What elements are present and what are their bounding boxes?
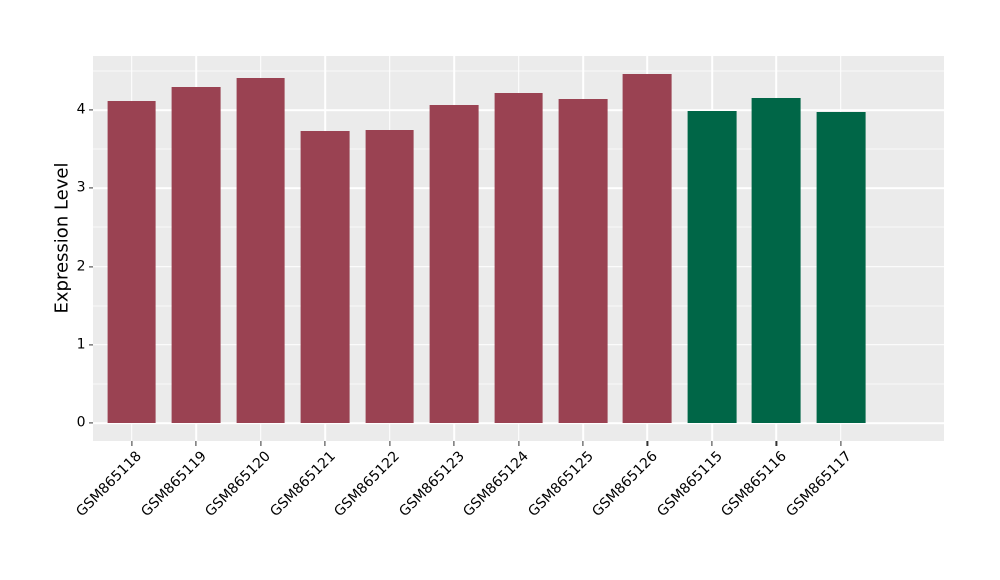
y-tick-mark — [88, 422, 93, 424]
y-tick-mark — [88, 344, 93, 346]
plot-panel — [93, 56, 944, 441]
x-tick-label-text: GSM865115 — [653, 448, 726, 520]
x-tick-label-text: GSM865120 — [202, 448, 275, 520]
y-tick-mark — [88, 187, 93, 189]
bar-GSM865126 — [623, 74, 672, 423]
x-tick-mark — [517, 441, 520, 446]
x-tick-label-text: GSM865123 — [396, 448, 468, 520]
y-tick-label: 0 — [76, 414, 86, 431]
bar-GSM865123 — [429, 105, 479, 423]
bar-GSM865125 — [558, 99, 608, 423]
x-tick-label-text: GSM865119 — [138, 448, 210, 520]
x-tick-label-text: GSM865124 — [460, 448, 533, 520]
x-tick-label-text: GSM865116 — [718, 448, 790, 520]
bar-GSM865116 — [751, 98, 801, 423]
x-tick-mark — [324, 441, 326, 446]
y-tick-label: 3 — [76, 179, 86, 196]
x-tick-mark — [646, 441, 649, 446]
x-tick-label-text: GSM865122 — [331, 448, 404, 520]
x-tick-label-text: GSM865125 — [524, 448, 597, 520]
x-tick-mark — [775, 441, 777, 446]
x-tick-mark — [582, 441, 584, 446]
bar-GSM865119 — [171, 87, 221, 423]
bar-GSM865120 — [236, 77, 286, 423]
x-tick-label-text: GSM865126 — [589, 448, 662, 520]
bar-GSM865118 — [107, 101, 157, 423]
bar-GSM865122 — [365, 129, 414, 423]
bar-GSM865121 — [300, 131, 350, 423]
x-tick-mark — [453, 441, 455, 446]
bar-GSM865117 — [816, 112, 866, 423]
x-tick-label-text: GSM865117 — [782, 448, 855, 520]
x-tick-mark — [711, 441, 713, 446]
x-tick-mark — [131, 441, 133, 446]
y-tick-mark — [88, 109, 93, 111]
x-tick-mark — [840, 441, 842, 446]
y-tick-label: 2 — [76, 258, 86, 275]
x-tick-label-text: GSM865121 — [267, 448, 339, 520]
x-tick-label-text: GSM865118 — [73, 448, 146, 520]
x-tick-mark — [260, 441, 262, 446]
x-tick-mark — [388, 441, 391, 446]
bar-GSM865124 — [494, 92, 543, 423]
x-tick-mark — [195, 441, 197, 446]
y-tick-label: 4 — [76, 101, 86, 118]
y-tick-label: 1 — [76, 336, 86, 353]
bar-GSM865115 — [687, 110, 737, 423]
y-tick-mark — [88, 265, 93, 268]
